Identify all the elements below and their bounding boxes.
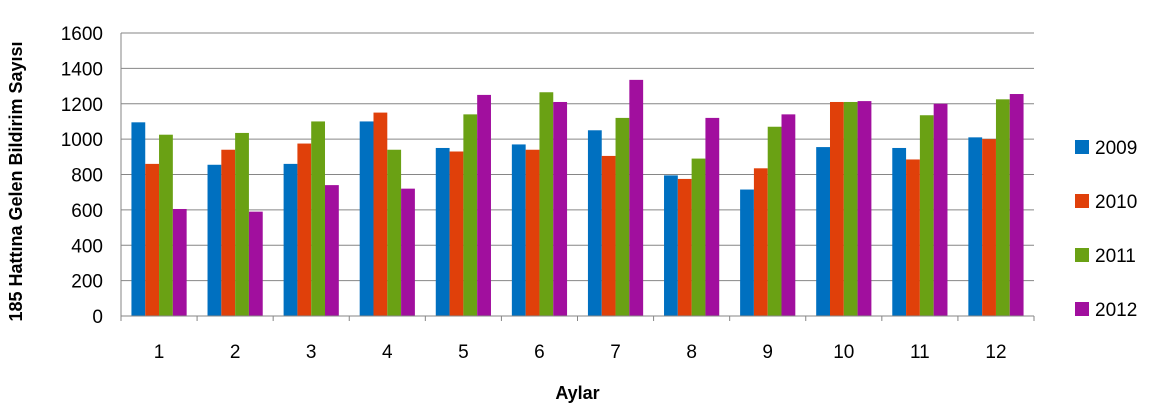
bar-2009-10 (816, 147, 830, 316)
bar-2009-8 (664, 175, 678, 316)
bar-2011-7 (615, 117, 630, 317)
legend-swatch-2009 (1075, 140, 1089, 154)
bar-2010-10 (829, 101, 844, 316)
bar-2012-6 (553, 101, 568, 316)
bar-2012-3 (325, 185, 339, 316)
bar-2011-9 (767, 126, 782, 317)
axes (120, 33, 1034, 317)
bar-2012-2 (248, 211, 263, 316)
legend-swatch-2012 (1075, 302, 1089, 316)
x-tick-label: 10 (833, 342, 854, 363)
bar-2011-12 (995, 99, 1010, 316)
x-tick-label: 2 (230, 342, 241, 363)
bar-2009-3 (283, 163, 298, 316)
y-tick-label: 400 (71, 236, 103, 257)
bar-2009-5 (435, 147, 450, 316)
bar-2010-2 (221, 149, 236, 316)
y-axis-title: 185 Hattına Gelen Bildirim Sayısı (6, 41, 26, 321)
bar-2009-7 (587, 130, 602, 316)
bar-2011-1 (159, 134, 173, 316)
y-tick-label: 0 (92, 307, 103, 328)
bar-2012-10 (857, 101, 872, 316)
bar-2009-4 (359, 121, 374, 316)
bar-2011-11 (919, 115, 934, 316)
bar-2012-7 (629, 79, 644, 316)
bar-2009-6 (511, 144, 526, 316)
legend-label: 2009 (1095, 138, 1137, 159)
bar-2011-3 (311, 121, 326, 316)
legend-label: 2010 (1095, 192, 1137, 213)
bar-2012-5 (477, 94, 491, 316)
bar-2012-11 (933, 103, 948, 316)
bar-2012-9 (781, 114, 796, 316)
x-tick-label: 3 (306, 342, 317, 363)
bar-2010-7 (601, 155, 616, 316)
legend-label: 2011 (1095, 246, 1136, 267)
bar-2011-6 (539, 92, 554, 316)
bar-2012-1 (172, 208, 187, 316)
bar-2011-5 (463, 114, 478, 316)
bar-2012-4 (401, 188, 415, 316)
y-tick-label: 1000 (61, 130, 103, 151)
bar-2009-11 (892, 147, 907, 316)
bar-2010-4 (373, 112, 388, 316)
bar-2010-5 (449, 151, 464, 316)
y-tick-label: 1600 (61, 24, 103, 45)
legend-swatch-2010 (1075, 194, 1089, 208)
legend: 2009 2010 2011 2012 (1075, 138, 1137, 321)
gridlines (121, 32, 1034, 282)
x-tick-label: 8 (686, 342, 697, 363)
bar-2011-4 (387, 149, 402, 316)
y-tick-labels: 0 200 400 600 800 1000 1200 1400 1600 (61, 24, 103, 328)
y-tick-label: 200 (71, 272, 103, 293)
bar-2011-10 (843, 101, 858, 316)
bars (120, 79, 1035, 321)
bar-2011-8 (691, 158, 706, 316)
x-tick-label: 7 (610, 342, 621, 363)
legend-swatch-2011 (1075, 248, 1089, 262)
bar-2010-8 (677, 178, 692, 316)
y-tick-label: 800 (71, 166, 103, 187)
bar-2010-9 (753, 168, 768, 316)
x-tick-labels: 1 2 3 4 5 6 7 8 9 10 11 12 (154, 342, 1007, 363)
x-tick-label: 6 (534, 342, 545, 363)
x-tick-label: 11 (910, 342, 930, 363)
y-tick-label: 600 (71, 201, 103, 222)
bar-2009-9 (740, 189, 754, 316)
x-axis-title: Aylar (555, 383, 599, 403)
bar-2010-12 (982, 139, 996, 316)
bar-2009-12 (968, 137, 983, 316)
x-tick-label: 1 (154, 342, 165, 363)
bar-2012-8 (705, 117, 720, 317)
bar-2009-2 (207, 164, 222, 316)
bar-2010-11 (906, 159, 920, 316)
bar-2010-1 (145, 163, 160, 316)
x-tick-label: 9 (762, 342, 773, 363)
bar-2009-1 (131, 122, 146, 317)
bar-2010-6 (525, 149, 540, 316)
legend-label: 2012 (1095, 300, 1137, 321)
x-tick-label: 12 (985, 342, 1006, 363)
y-tick-label: 1400 (61, 59, 103, 80)
y-tick-label: 1200 (61, 95, 103, 116)
x-tick-label: 4 (382, 342, 393, 363)
bar-2012-12 (1009, 94, 1024, 316)
x-tick-label: 5 (458, 342, 469, 363)
bar-2010-3 (297, 143, 312, 316)
bar-2011-2 (235, 132, 249, 316)
